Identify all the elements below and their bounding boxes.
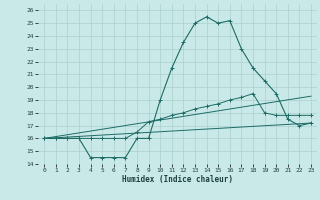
X-axis label: Humidex (Indice chaleur): Humidex (Indice chaleur) bbox=[122, 175, 233, 184]
